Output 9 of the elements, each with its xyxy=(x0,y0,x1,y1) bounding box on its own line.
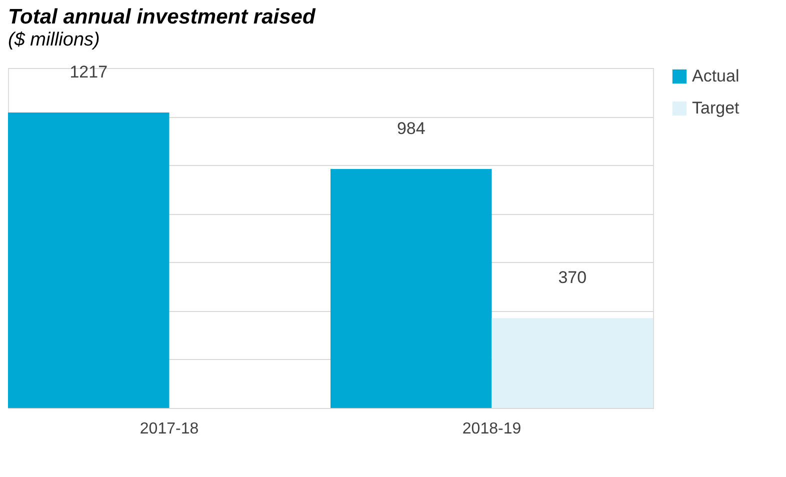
data-label: 1217 xyxy=(70,62,108,82)
data-label: 370 xyxy=(558,268,587,288)
x-tick-label: 2017-18 xyxy=(140,420,199,438)
x-tick-label: 2018-19 xyxy=(462,420,522,438)
legend-label: Target xyxy=(692,98,740,118)
legend-label: Actual xyxy=(692,66,740,86)
chart-title: Total annual investment raised xyxy=(8,5,316,28)
chart-subtitle: ($ millions) xyxy=(8,29,100,50)
data-label: 984 xyxy=(396,119,426,138)
